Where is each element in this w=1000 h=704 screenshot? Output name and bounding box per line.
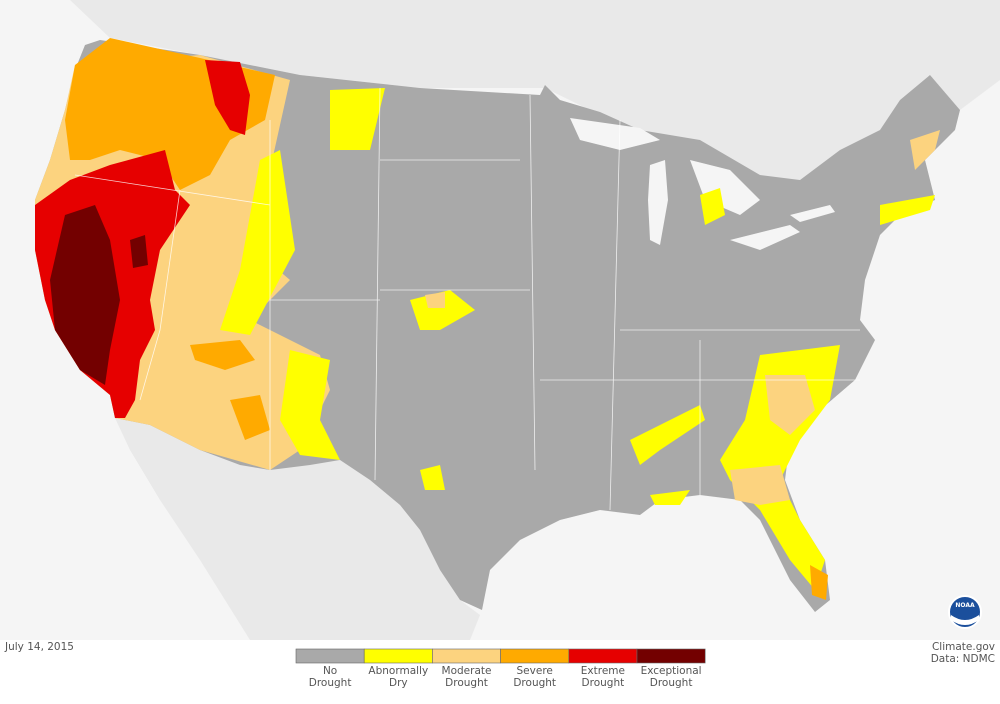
legend-label: Drought — [650, 677, 693, 689]
legend-label: Drought — [309, 677, 352, 689]
legend-swatch — [295, 648, 365, 664]
legend-label: Drought — [582, 677, 625, 689]
legend-label: Extreme — [581, 665, 625, 677]
legend-swatch — [432, 648, 501, 664]
credit: Climate.gov — [932, 641, 995, 653]
legend-label: Severe — [517, 665, 553, 677]
legend: NoDroughtAbnormallyDryModerateDroughtSev… — [295, 648, 706, 689]
credit: Data: NDMC — [931, 653, 995, 665]
date: July 14, 2015 — [4, 641, 74, 653]
legend-swatch — [500, 648, 570, 664]
legend-label: Exceptional — [641, 665, 702, 677]
drought-abnormal — [220, 88, 935, 590]
great-lakes — [570, 118, 835, 250]
drought-moderate-east — [425, 130, 940, 505]
legend-label: Abnormally — [368, 665, 428, 677]
noaa-logo: NOAA — [948, 595, 982, 629]
legend-label: Drought — [513, 677, 556, 689]
legend-label: Dry — [389, 677, 408, 689]
legend-label: No — [323, 665, 337, 677]
drought-exceptional — [50, 205, 148, 385]
drought-severe — [65, 38, 828, 600]
legend-swatch — [636, 648, 706, 664]
state-borders — [74, 87, 860, 511]
legend-label: Drought — [445, 677, 488, 689]
legend-swatch — [568, 648, 638, 664]
legend-label: Moderate — [442, 665, 492, 677]
logo-text: NOAA — [955, 602, 975, 609]
canada — [0, 0, 1000, 180]
legend-swatch — [363, 648, 433, 664]
mexico — [115, 418, 480, 640]
